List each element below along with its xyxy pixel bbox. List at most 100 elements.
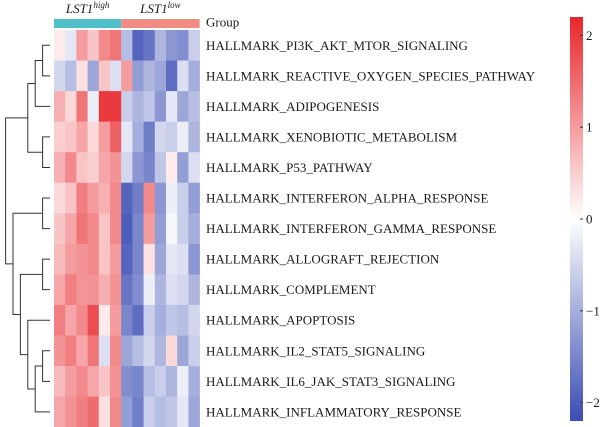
heatmap-cell [121,60,133,92]
heatmap-cell [154,121,167,153]
row-label: HALLMARK_REACTIVE_OXYGEN_SPECIES_PATHWAY [206,68,536,83]
heatmap-cell [143,60,156,92]
heatmap-cell [121,91,133,122]
heatmap-cell [166,243,178,275]
heatmap-cell [87,152,100,184]
heatmap-cell [65,152,77,184]
dendrogram-branch [42,136,50,168]
heatmap-cell [132,366,144,397]
heatmap-cells [54,30,200,427]
heatmap-cell [154,152,167,184]
heatmap-cell [65,274,77,306]
heatmap-cell [54,335,66,367]
row-label: HALLMARK_P53_PATHWAY [206,160,373,175]
heatmap-cell [166,30,178,61]
heatmap-cell [76,30,88,61]
row-label: HALLMARK_ADIPOGENESIS [206,99,379,114]
heatmap-cell [188,91,200,122]
heatmap-cell [188,396,200,427]
heatmap-cell [98,396,111,427]
group-bar-high [54,19,122,28]
heatmap-cell [121,243,133,275]
heatmap-cell [132,91,144,122]
dendrogram-branch [27,319,50,390]
heatmap-cell [87,182,100,214]
heatmap-cell [121,274,133,306]
heatmap-cell [177,30,189,61]
heatmap-cell [132,243,144,275]
dendrogram-branch [42,197,50,230]
heatmap-cell [110,121,122,153]
heatmap-cell [110,60,122,92]
heatmap-cell [121,30,133,61]
heatmap-cell [87,304,100,336]
heatmap-cell [143,274,156,306]
heatmap-cell [121,366,133,397]
heatmap-cell [65,182,77,214]
heatmap-cell [110,91,122,122]
heatmap-cell [87,91,100,122]
heatmap-cell [54,213,66,245]
heatmap-cell [54,91,66,122]
heatmap-cell [154,60,167,92]
heatmap-cell [110,304,122,336]
heatmap-cell [143,243,156,275]
heatmap-cell [65,213,77,245]
heatmap-cell [166,60,178,92]
heatmap-cell [188,366,200,397]
heatmap-cell [143,121,156,153]
heatmap-cell [177,396,189,427]
heatmap-cell [76,91,88,122]
heatmap-cell [143,335,156,367]
heatmap-cell [166,121,178,153]
heatmap-cell [132,152,144,184]
heatmap-cell [76,213,88,245]
heatmap-cell [154,304,167,336]
heatmap-cell [98,182,111,214]
heatmap-cell [98,60,111,92]
heatmap-cell [110,396,122,427]
heatmap-cell [121,182,133,214]
heatmap-cell [65,91,77,122]
heatmap-cell [76,152,88,184]
heatmap-cell [143,366,156,397]
heatmap-cell [177,182,189,214]
heatmap-cell [54,274,66,306]
heatmap-cell [143,152,156,184]
heatmap-cell [54,30,66,61]
color-legend-bar [570,17,583,421]
legend-tick-label: 2 [586,28,593,43]
heatmap-cell [110,152,122,184]
heatmap-cell [98,213,111,245]
heatmap-cell [177,335,189,367]
heatmap-cell [98,366,111,397]
heatmap-cell [76,335,88,367]
heatmap-cell [177,60,189,92]
heatmap-cell [54,243,66,275]
row-label: HALLMARK_APOPTOSIS [206,313,355,328]
group-annotation-bar [54,19,200,28]
heatmap-cell [166,366,178,397]
heatmap-cell [143,91,156,122]
heatmap-cell [154,366,167,397]
heatmap-cell [166,152,178,184]
heatmap-cell [65,243,77,275]
heatmap-cell [154,243,167,275]
heatmap-cell [87,274,100,306]
row-label: HALLMARK_IL6_JAK_STAT3_SIGNALING [206,374,456,389]
dendrogram-branch [12,212,43,315]
heatmap-cell [154,335,167,367]
row-label: HALLMARK_INTERFERON_GAMMA_RESPONSE [206,221,496,236]
heatmap-cell [143,213,156,245]
heatmap-cell [132,304,144,336]
heatmap-cell [110,213,122,245]
heatmap-cell [110,335,122,367]
heatmap-cell [188,60,200,92]
heatmap-cell [177,213,189,245]
color-legend: 2 1 0 −1 −2 [570,17,600,421]
dendrogram-branch [42,350,50,382]
heatmap-cell [76,60,88,92]
heatmap-cell [76,274,88,306]
heatmap-cell [98,274,111,306]
